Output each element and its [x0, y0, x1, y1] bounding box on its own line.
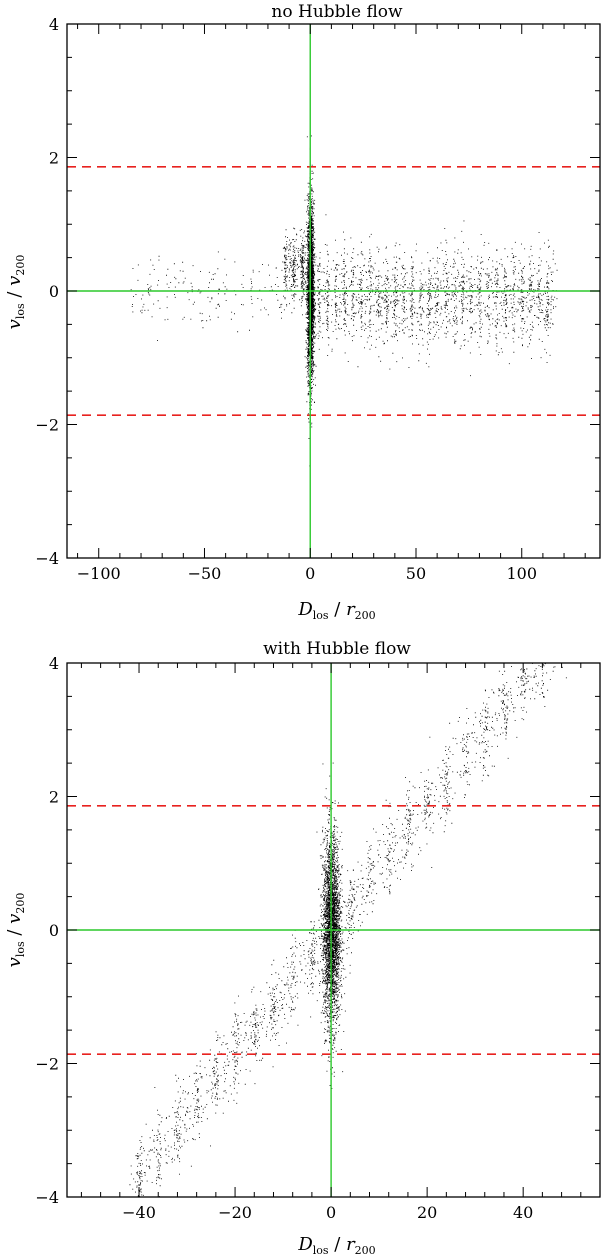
x-tick-label: −40 [122, 1203, 156, 1222]
data-points [130, 135, 558, 467]
y-tick-label: −4 [35, 549, 59, 568]
y-tick-label: 0 [49, 282, 59, 301]
y-label-main: v [4, 957, 25, 967]
x-tick-label: 100 [506, 564, 537, 583]
x-tick-label: −20 [218, 1203, 252, 1222]
x-tick-label: 50 [406, 564, 426, 583]
x-tick-label: 20 [417, 1203, 437, 1222]
y-label-sub: los [14, 941, 27, 957]
reference-lines [67, 663, 600, 1197]
y-tick-label: 2 [49, 149, 59, 168]
x-label-main2: r [346, 1234, 356, 1255]
y-tick-label: 4 [49, 15, 59, 34]
scatter-points [130, 135, 558, 467]
x-label-main: D [297, 599, 313, 620]
axis-ticks [67, 23, 600, 559]
x-tick-label: −50 [188, 564, 222, 583]
x-tick-label: 0 [305, 564, 315, 583]
x-label-sep: / [329, 1234, 347, 1255]
y-label-sub2: 200 [14, 255, 27, 276]
x-label-sub: los [313, 609, 329, 622]
x-label-sep: / [329, 599, 347, 620]
x-tick-label: −100 [77, 564, 121, 583]
reference-lines [67, 24, 600, 558]
y-label-sep: / [4, 924, 25, 942]
y-label-sub2: 200 [14, 893, 27, 914]
y-axis-label: vlos / v200 [4, 893, 27, 968]
x-tick-label: 40 [513, 1203, 533, 1222]
y-label-sub: los [14, 303, 27, 319]
y-tick-label: −4 [35, 1188, 59, 1207]
y-label-main: v [4, 319, 25, 329]
y-label-main2: v [4, 914, 25, 924]
x-label-sub2: 200 [355, 1244, 376, 1257]
x-axis-label: Dlos / r200 [297, 1234, 375, 1257]
x-label-sub2: 200 [355, 609, 376, 622]
x-axis-label: Dlos / r200 [297, 599, 375, 622]
y-tick-label: −2 [35, 1055, 59, 1074]
tick-labels: −100 −50 0 50 100 −4 −2 0 2 4 [35, 15, 537, 583]
y-tick-label: −2 [35, 416, 59, 435]
y-label-main2: v [4, 276, 25, 286]
y-tick-label: 2 [49, 788, 59, 807]
y-label-sep: / [4, 286, 25, 304]
panel-title: with Hubble flow [263, 639, 411, 659]
x-label-sub: los [313, 1244, 329, 1257]
y-tick-label: 0 [49, 921, 59, 940]
panel-title: no Hubble flow [271, 2, 403, 22]
axis-ticks [67, 662, 601, 1198]
panel-no-hubble-flow: no Hubble flow −100 −50 0 50 100 −4 −2 0 2 4 Dlos… [4, 2, 601, 622]
y-tick-label: 4 [49, 654, 59, 673]
x-tick-label: 0 [326, 1203, 336, 1222]
x-label-main2: r [346, 599, 356, 620]
y-axis-label: vlos / v200 [4, 255, 27, 330]
x-label-main: D [297, 1234, 313, 1255]
